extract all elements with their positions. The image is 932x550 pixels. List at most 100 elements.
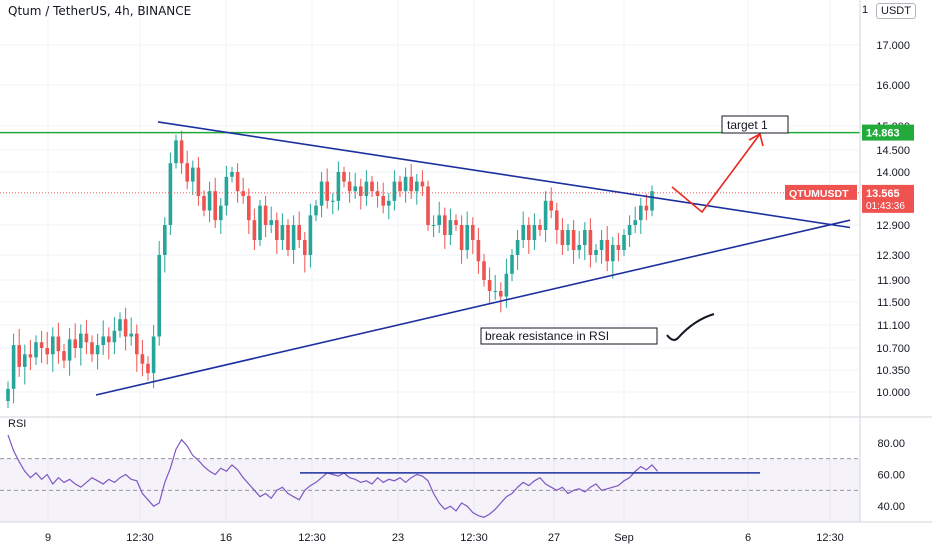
target-label: target 1	[727, 118, 768, 132]
candle-body	[493, 291, 497, 292]
rsi-tick-label: 80.00	[877, 438, 905, 450]
corner-tick-label: 1	[862, 4, 869, 16]
rsi-tick-label: 60.00	[877, 470, 905, 482]
rsi-line	[7, 434, 659, 518]
price-tick-label: 10.000	[876, 387, 910, 399]
candle-body	[39, 342, 44, 348]
candle-body	[79, 333, 83, 348]
candles-layer	[6, 130, 654, 409]
candle-body	[17, 345, 21, 367]
symbol-header: Qtum / TetherUS, 4h, BINANCE	[8, 4, 192, 18]
candle-body	[291, 225, 296, 250]
candle-body	[129, 333, 133, 337]
candle-body	[499, 291, 503, 297]
candle-body	[269, 220, 273, 225]
price-tick-label: 14.000	[876, 167, 910, 179]
currency-button[interactable]: USDT	[876, 3, 916, 19]
time-tick-label: 12:30	[460, 532, 488, 544]
candle-body	[314, 205, 318, 216]
countdown-text: 01:43:36	[866, 201, 905, 212]
candle-body	[247, 196, 251, 221]
rsi-note-box	[480, 327, 658, 345]
candle-body	[571, 230, 576, 250]
candle-body	[336, 172, 341, 201]
candle-body	[504, 273, 509, 297]
candle-body	[398, 181, 402, 192]
candle-body	[611, 245, 615, 262]
candle-body	[566, 230, 570, 245]
time-tick-label: 12:30	[298, 532, 326, 544]
candle-body	[599, 240, 604, 250]
candle-body	[28, 354, 33, 358]
trendline-support	[95, 219, 851, 396]
candle-body	[168, 163, 173, 225]
price-tick-label: 10.350	[876, 365, 910, 377]
candle-body	[409, 176, 413, 192]
candle-body	[353, 186, 357, 192]
target-box	[721, 115, 789, 134]
candle-body	[207, 191, 212, 211]
candle-body	[280, 225, 285, 240]
candle-body	[347, 181, 352, 192]
time-tick-label: 6	[745, 532, 751, 544]
time-tick-label: 16	[220, 532, 232, 544]
price-tick-label: 16.000	[876, 80, 910, 92]
candle-body	[325, 181, 329, 201]
candle-body	[487, 280, 492, 291]
candle-body	[123, 319, 128, 337]
last-price-tag	[862, 184, 914, 213]
time-tick-label: 12:30	[126, 532, 154, 544]
candle-body	[163, 225, 167, 255]
candle-body	[73, 339, 77, 348]
candle-body	[263, 205, 268, 225]
last-price-text: 13.565	[866, 188, 900, 200]
candle-body	[605, 240, 609, 262]
candle-body	[11, 345, 16, 389]
candle-body	[459, 225, 464, 250]
candle-body	[202, 196, 206, 211]
candle-body	[34, 342, 38, 358]
candle-body	[319, 181, 324, 206]
level-price-text: 14.863	[866, 128, 900, 140]
candle-body	[465, 225, 469, 250]
candle-body	[532, 225, 537, 240]
candle-body	[308, 215, 313, 255]
candle-body	[431, 225, 436, 226]
candle-body	[420, 181, 425, 187]
candle-body	[146, 363, 150, 374]
candle-body	[443, 215, 447, 235]
candle-body	[577, 245, 581, 250]
candle-body	[67, 339, 72, 361]
candle-body	[219, 205, 223, 221]
candle-body	[191, 167, 195, 182]
candle-body	[594, 250, 598, 255]
rsi-tick-label: 40.00	[877, 501, 905, 513]
symbol-tag	[785, 184, 857, 200]
candle-body	[527, 225, 531, 240]
candle-body	[303, 240, 307, 255]
candle-body	[118, 319, 122, 331]
candle-body	[454, 220, 458, 225]
candle-body	[555, 210, 559, 230]
price-tick-label: 12.300	[876, 250, 910, 262]
candle-body	[174, 140, 178, 164]
trendline-resistance	[157, 121, 851, 229]
candle-body	[185, 163, 189, 182]
projection-arrowhead	[748, 132, 764, 147]
time-tick-label: 23	[392, 532, 404, 544]
candle-body	[286, 225, 290, 250]
candle-body	[437, 215, 441, 225]
candle-body	[331, 200, 335, 202]
candle-body	[56, 336, 61, 352]
candle-body	[45, 348, 49, 355]
candle-body	[101, 336, 105, 346]
candle-body	[224, 176, 229, 206]
candle-body	[549, 200, 553, 211]
candle-body	[51, 336, 55, 355]
price-tick-label: 10.700	[876, 343, 910, 355]
candle-body	[157, 255, 161, 337]
candle-body	[140, 354, 145, 364]
candle-body	[616, 245, 621, 250]
candle-body	[135, 333, 139, 355]
